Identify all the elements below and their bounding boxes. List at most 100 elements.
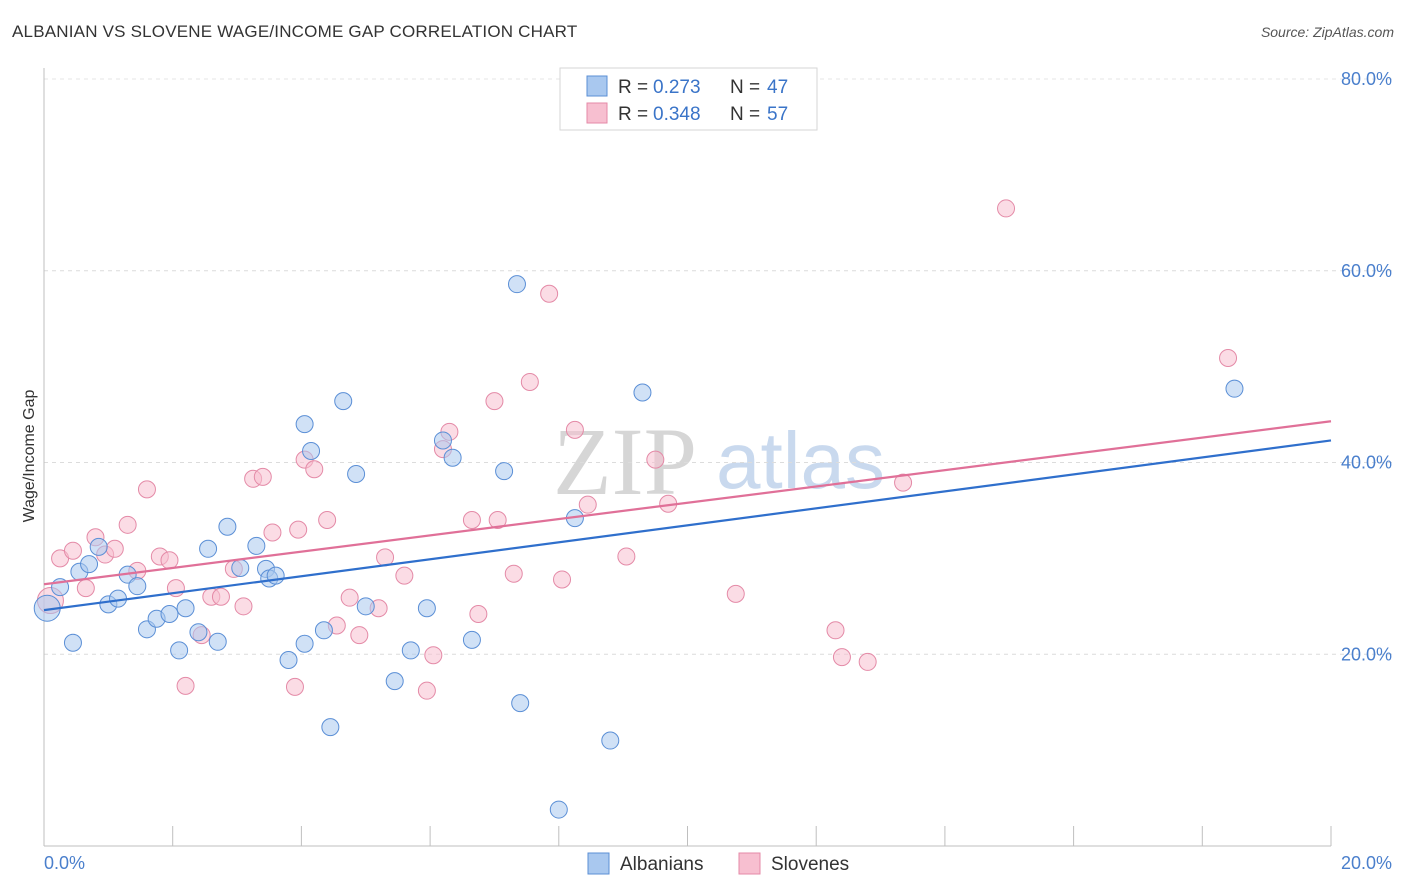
legend-swatch-slovenes [586,102,608,124]
slovenes-point [540,284,559,303]
legend-n-value-albanians: 47 [767,77,788,98]
slovenes-point [417,681,436,700]
legend-swatch-albanians [586,75,608,97]
slovenes-point [462,511,481,530]
x-tick-label-max: 20.0% [1341,853,1392,873]
albanians-point [321,718,340,737]
slovenes-point [485,392,504,411]
slovenes-point [520,372,539,391]
slovenes-point [894,473,913,492]
albanians-point [80,555,99,574]
albanians-point [199,539,218,558]
slovenes-point [578,495,597,514]
source-attribution: Source: ZipAtlas.com [1260,24,1394,40]
albanians-point [247,536,266,555]
slovenes-point [565,420,584,439]
slovenes-point [858,652,877,671]
albanians-point [334,392,353,411]
y-tick-label: 40.0% [1341,453,1392,473]
albanians-point [507,275,526,294]
albanians-point [511,694,530,713]
albanians-point [89,537,108,556]
slovenes-point [263,523,282,542]
bottom-legend-label-slovenes: Slovenes [771,854,849,875]
albanians-point [160,604,179,623]
legend-n-label-albanians: N = [730,77,760,98]
trend-lines [43,420,1332,612]
slovenes-point [211,587,230,606]
slovenes-point [160,551,179,570]
slovenes-point [832,648,851,667]
series-legend: Albanians Slovenes [587,852,849,875]
slovenes-point [305,460,324,479]
albanians-point [128,577,147,596]
slovenes-point [105,539,124,558]
albanians-point [1225,379,1244,398]
albanians-point [417,599,436,618]
legend-r-value-slovenes: 0.348 [653,104,701,125]
slovenes-point [63,541,82,560]
albanians-point [208,632,227,651]
x-tick-label-min: 0.0% [44,853,85,873]
slovenes-point [726,584,745,603]
legend-r-label-albanians: R = [618,77,648,98]
albanians-point [295,634,314,653]
slovenes-point [234,597,253,616]
slovenes-point [253,467,272,486]
albanians-point [401,641,420,660]
slovenes-point [318,511,337,530]
albanians-point [314,621,333,640]
y-tick-label: 20.0% [1341,644,1392,664]
slovenes-point [289,520,308,539]
slovenes-point [395,566,414,585]
slovenes-point [504,564,523,583]
albanians-points [33,275,1244,819]
albanians-point [443,448,462,467]
albanians-point [218,517,237,536]
slovenes-point [617,547,636,566]
slovenes-point [469,604,488,623]
albanians-point [63,633,82,652]
albanians-point [462,630,481,649]
slovenes-point [118,515,137,534]
slovenes-point [350,626,369,645]
slovenes-point [553,570,572,589]
albanians-point [601,731,620,750]
bottom-legend-swatch-slovenes [738,852,761,875]
albanians-point [549,800,568,819]
watermark-atlas: atlas [716,416,885,505]
stats-legend: R = 0.273 N = 47 R = 0.348 N = 57 [559,67,818,131]
albanians-point [495,462,514,481]
legend-r-label-slovenes: R = [618,104,648,125]
albanians-point [356,597,375,616]
bottom-legend-swatch-albanians [587,852,610,875]
x-axis-ticks [43,826,1332,846]
albanians-point [189,623,208,642]
slovenes-point [176,676,195,695]
legend-n-label-slovenes: N = [730,104,760,125]
bottom-legend-label-albanians: Albanians [620,854,703,875]
albanians-point [170,641,189,660]
albanians-point [231,558,250,577]
albanians-point [347,465,366,484]
slovenes-point [424,646,443,665]
slovenes-points [36,199,1238,700]
slovenes-trend-line [43,420,1332,586]
legend-r-value-albanians: 0.273 [653,77,701,98]
albanians-point [295,415,314,434]
y-tick-label: 60.0% [1341,261,1392,281]
albanians-point [266,566,285,585]
slovenes-point [285,677,304,696]
slovenes-point [76,579,95,598]
albanians-trend-line [43,439,1332,612]
chart-title: ALBANIAN VS SLOVENE WAGE/INCOME GAP CORR… [12,22,578,41]
albanians-point [279,651,298,670]
y-axis-label: Wage/Income Gap [21,390,38,523]
slovenes-point [1219,348,1238,367]
albanians-point [176,599,195,618]
slovenes-point [340,588,359,607]
y-tick-label: 80.0% [1341,69,1392,89]
albanians-point [385,672,404,691]
y-tick-labels: 20.0% 40.0% 60.0% 80.0% [1341,69,1392,664]
